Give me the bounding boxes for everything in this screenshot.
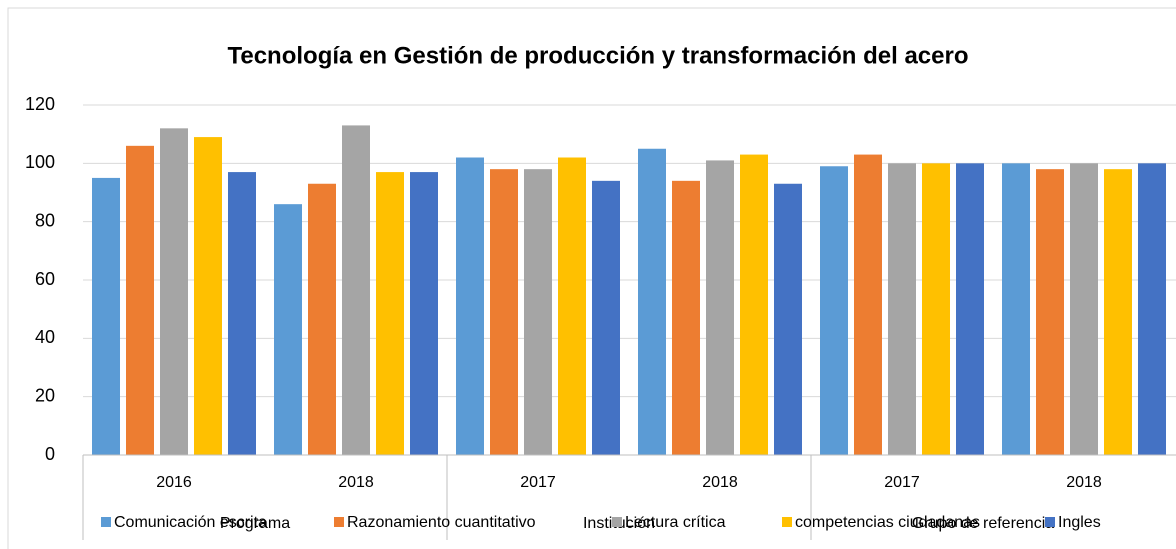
bar: [740, 154, 768, 456]
group-label: Programa: [220, 515, 290, 532]
legend-swatch: [101, 517, 111, 527]
bar: [1138, 163, 1166, 456]
bar: [1036, 169, 1064, 455]
bar: [126, 145, 154, 456]
legend-swatch: [1045, 517, 1055, 527]
bar: [160, 128, 188, 456]
bar: [342, 125, 370, 456]
bar: [558, 157, 586, 455]
bar: [194, 137, 222, 456]
x-tick-label: 2017: [520, 474, 556, 491]
y-tick-label: 120: [25, 94, 55, 114]
bar: [592, 180, 620, 456]
y-tick-label: 60: [35, 269, 55, 289]
legend-swatch: [612, 517, 622, 527]
x-tick-label: 2018: [338, 474, 374, 491]
bar: [854, 154, 882, 456]
bar: [228, 172, 256, 456]
bar: [308, 183, 336, 455]
x-tick-label: 2016: [156, 474, 192, 491]
y-tick-label: 40: [35, 327, 55, 347]
y-tick-label: 0: [45, 444, 55, 464]
legend-swatch: [782, 517, 792, 527]
bar: [274, 204, 302, 455]
bar: [638, 148, 666, 455]
chart-title: Tecnología en Gestión de producción y tr…: [227, 42, 968, 69]
legend-swatch: [334, 517, 344, 527]
x-tick-label: 2018: [1066, 474, 1102, 491]
legend-label: Comunicación escrita: [114, 514, 267, 531]
group-label: Grupo de referencia: [912, 515, 1054, 532]
x-tick-label: 2017: [884, 474, 920, 491]
bar: [774, 183, 802, 455]
y-tick-label: 20: [35, 385, 55, 405]
bar: [1070, 163, 1098, 456]
bar: [956, 163, 984, 456]
bar: [672, 180, 700, 456]
bar: [1104, 169, 1132, 455]
bar: [820, 166, 848, 455]
legend-label: Ingles: [1058, 514, 1101, 531]
bar: [706, 160, 734, 455]
bar: [92, 177, 120, 455]
bar: [922, 163, 950, 456]
y-tick-label: 80: [35, 210, 55, 230]
x-tick-label: 2018: [702, 474, 738, 491]
bar: [376, 172, 404, 456]
legend-label: Lectura crítica: [625, 514, 726, 531]
bar: [410, 172, 438, 456]
legend-label: Razonamiento cuantitativo: [347, 514, 536, 531]
bar: [1002, 163, 1030, 456]
bar: [888, 163, 916, 456]
bar: [524, 169, 552, 455]
y-tick-label: 100: [25, 152, 55, 172]
bar: [490, 169, 518, 455]
bar: [456, 157, 484, 455]
legend-label: competencias ciudadanas: [795, 514, 980, 531]
